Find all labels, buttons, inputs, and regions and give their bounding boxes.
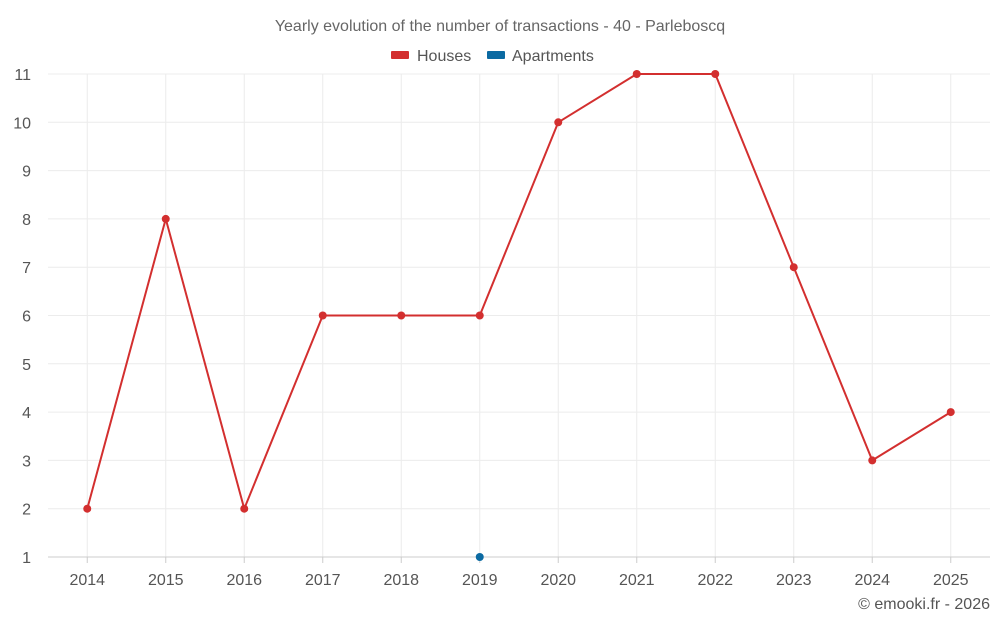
legend-label-houses: Houses: [417, 48, 471, 65]
y-tick-label: 8: [22, 212, 31, 229]
x-tick-label: 2019: [462, 572, 498, 589]
data-point-houses-2024[interactable]: [868, 456, 877, 465]
data-point-houses-2023[interactable]: [789, 263, 798, 272]
y-tick-label: 5: [22, 357, 31, 374]
x-tick-label: 2017: [305, 572, 341, 589]
y-tick-label: 6: [22, 309, 31, 326]
y-tick-label: 7: [22, 260, 31, 277]
data-point-houses-2014[interactable]: [83, 504, 92, 513]
data-point-houses-2019[interactable]: [475, 311, 484, 320]
x-tick-label: 2016: [226, 572, 262, 589]
series: [83, 70, 955, 561]
credit-text: © emooki.fr - 2026: [858, 596, 990, 613]
x-tick-label: 2024: [854, 572, 890, 589]
x-tick-label: 2023: [776, 572, 812, 589]
data-point-houses-2022[interactable]: [711, 70, 720, 78]
x-axis-ticks: 2014 2015 2016 2017 2018 2019 2020 2021 2022 2023…: [69, 572, 968, 589]
y-tick-label: 3: [22, 453, 31, 470]
data-point-houses-2021[interactable]: [632, 70, 641, 78]
data-point-houses-2025[interactable]: [946, 408, 955, 417]
data-point-houses-2015[interactable]: [161, 214, 170, 223]
y-tick-label: 2: [22, 502, 31, 519]
legend-item-apartments[interactable]: Apartments: [487, 48, 594, 65]
y-tick-label: 10: [13, 115, 31, 132]
x-tick-label: 2021: [619, 572, 655, 589]
x-tick-label: 2014: [69, 572, 105, 589]
legend[interactable]: Houses Apartments: [391, 48, 594, 65]
data-point-houses-2017[interactable]: [318, 311, 327, 320]
legend-swatch-apartments: [487, 51, 505, 59]
legend-label-apartments: Apartments: [512, 48, 594, 65]
axes: [48, 556, 990, 563]
y-tick-label: 11: [14, 67, 31, 84]
series-line-houses: [86, 73, 952, 510]
y-tick-label: 1: [22, 550, 31, 567]
x-tick-label: 2022: [697, 572, 733, 589]
data-point-houses-2018[interactable]: [397, 311, 406, 320]
x-tick-label: 2025: [933, 572, 969, 589]
data-point-houses-2020[interactable]: [554, 118, 563, 127]
y-tick-label: 4: [22, 405, 31, 422]
x-tick-label: 2018: [383, 572, 419, 589]
x-tick-label: 2020: [540, 572, 576, 589]
y-tick-label: 9: [22, 164, 31, 181]
data-point-houses-2016[interactable]: [240, 504, 249, 513]
y-axis-ticks: 1 2 3 4 5 6 7 8 9 10 11: [13, 67, 31, 567]
legend-item-houses[interactable]: Houses: [391, 48, 471, 65]
data-point-apartments-2019[interactable]: [475, 553, 484, 561]
gridlines: [48, 73, 990, 557]
x-tick-label: 2015: [148, 572, 184, 589]
chart-title: Yearly evolution of the number of transa…: [275, 18, 725, 35]
legend-swatch-houses: [391, 51, 409, 59]
